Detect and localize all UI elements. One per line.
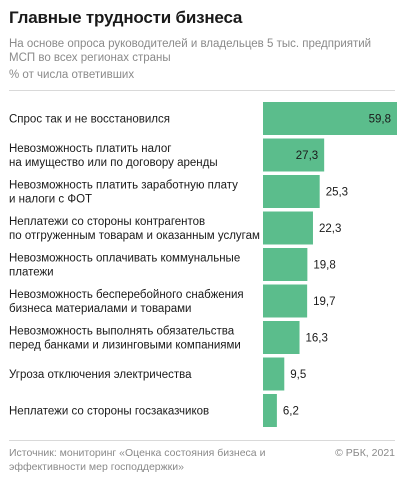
value-label: 22,3: [319, 223, 341, 235]
bar: [263, 211, 313, 245]
bar: [263, 248, 308, 281]
chart-subtitle: На основе опроса руководителей и владель…: [9, 38, 372, 64]
category-label: Невозможность платить заработную плату и …: [9, 180, 238, 206]
bar: [263, 321, 300, 354]
value-label: 16,3: [306, 333, 328, 345]
category-label: Невозможность платить налог на имущество …: [9, 143, 218, 169]
category-label: Неплатежи со стороны госзаказчиков: [9, 406, 209, 418]
category-label: Невозможность выполнять обязательства пер…: [9, 326, 241, 352]
top-divider: [9, 90, 395, 91]
bar: [263, 357, 285, 391]
copyright: © РБК, 2021: [335, 447, 395, 459]
bar: [263, 138, 325, 172]
bar-chart: Спрос так и не восстановился 59,8 Невозмож…: [9, 102, 397, 427]
bar: [263, 102, 397, 135]
bottom-divider: [9, 440, 395, 441]
bar: [263, 394, 277, 427]
category-label: Угроза отключения электричества: [9, 369, 192, 381]
value-label: 19,8: [313, 260, 335, 272]
value-label: 25,3: [326, 187, 348, 199]
value-label: 59,8: [369, 114, 391, 126]
chart-title: Главные трудности бизнеса: [9, 8, 243, 27]
category-label: Невозможность оплачивать коммунальные пла…: [9, 253, 240, 279]
value-label: 9,5: [290, 369, 306, 381]
bar: [263, 175, 320, 208]
value-label: 6,2: [283, 406, 299, 418]
source-note: Источник: мониторинг «Оценка состояния б…: [9, 447, 266, 473]
unit-label: % от числа ответивших: [9, 69, 135, 81]
category-label: Невозможность бесперебойного снабжения би…: [9, 289, 244, 315]
bar: [263, 284, 308, 318]
value-label: 19,7: [313, 296, 335, 308]
category-label: Неплатежи со стороны контрагентов по отгр…: [9, 216, 260, 242]
category-label: Спрос так и не восстановился: [9, 114, 170, 126]
value-label: 27,3: [296, 150, 318, 162]
